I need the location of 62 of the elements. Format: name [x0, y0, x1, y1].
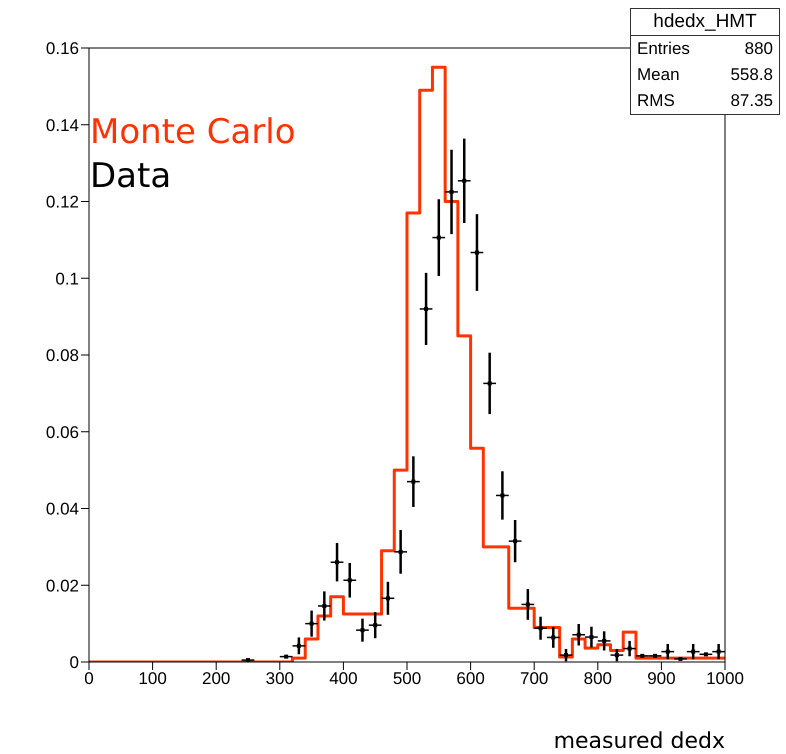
point — [716, 650, 721, 654]
point — [551, 635, 556, 640]
x-tick-label: 700 — [520, 669, 548, 688]
point — [322, 604, 326, 608]
point — [310, 622, 314, 626]
point — [462, 178, 466, 183]
y-tick-label: 0.14 — [46, 116, 79, 135]
point — [513, 539, 518, 544]
y-tick-label: 0.02 — [46, 576, 79, 596]
y-tick-label: 0.12 — [46, 192, 79, 212]
point — [526, 602, 530, 606]
point — [704, 652, 708, 656]
point — [360, 628, 364, 632]
point — [398, 550, 403, 554]
point — [373, 623, 378, 628]
point — [386, 596, 390, 600]
x-tick-label: 200 — [202, 669, 230, 688]
point — [538, 626, 543, 630]
point — [628, 646, 632, 651]
point — [335, 560, 340, 564]
point — [424, 306, 428, 311]
x-tick-label: 300 — [266, 669, 294, 688]
point — [450, 190, 454, 194]
point — [284, 654, 288, 659]
text: hdedx_HMT — [631, 9, 779, 36]
point — [589, 635, 594, 640]
point — [640, 654, 644, 658]
point — [576, 632, 581, 637]
y-tick-label: 0.06 — [46, 422, 79, 442]
point — [500, 493, 504, 498]
x-tick-label: 500 — [392, 669, 422, 688]
y-tick-label: 0.16 — [46, 39, 79, 58]
point — [678, 656, 682, 661]
x-tick-label: 1000 — [706, 669, 744, 688]
x-tick-label: 400 — [329, 669, 358, 688]
point — [436, 236, 441, 240]
text: 880 — [744, 39, 773, 59]
point — [411, 480, 416, 484]
y-tick-label: 0.04 — [46, 500, 79, 519]
point — [246, 658, 250, 662]
y-tick-label: 0.08 — [46, 346, 79, 366]
x-tick-label: 0 — [84, 669, 94, 688]
text: Data — [90, 155, 172, 198]
point — [474, 250, 479, 255]
text: Monte Carlo — [90, 111, 296, 154]
point — [296, 644, 301, 648]
point — [602, 638, 606, 643]
y-tick-label: 0 — [70, 653, 79, 672]
x-tick-label: 600 — [456, 669, 485, 688]
x-tick-label: 800 — [584, 669, 612, 688]
x-tick-label: 100 — [138, 669, 167, 688]
y-tick-label: 0.1 — [55, 269, 79, 288]
point — [488, 381, 492, 386]
x-tick-label: 900 — [647, 669, 676, 688]
point — [653, 654, 658, 658]
text: 87.35 — [730, 91, 773, 111]
annotation: Mean — [637, 65, 680, 85]
annotation: Entries — [637, 39, 690, 59]
text: 558.8 — [730, 65, 773, 85]
x-axis-title: measured dedx — [554, 729, 725, 754]
annotation: RMS — [637, 91, 675, 111]
point — [691, 650, 696, 654]
